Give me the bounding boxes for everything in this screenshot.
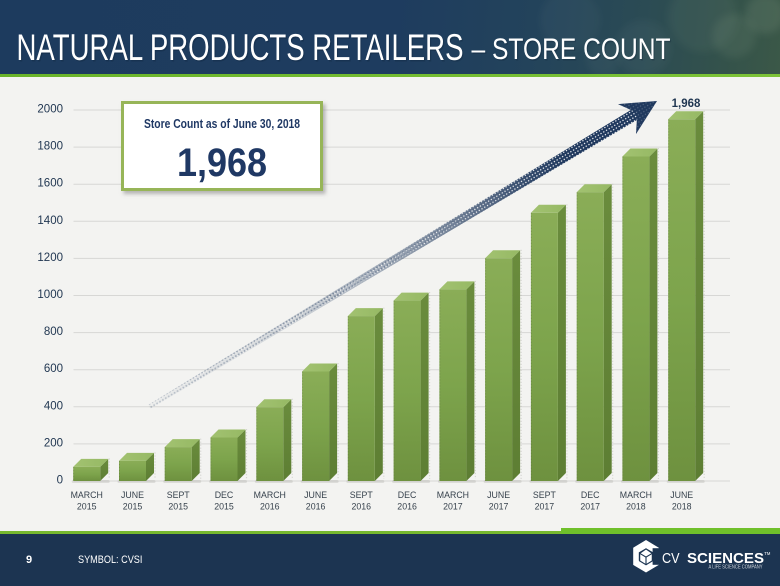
svg-text:2018: 2018 [626,502,646,512]
svg-text:2018: 2018 [672,502,692,512]
svg-text:MARCH: MARCH [437,490,469,500]
svg-text:2016: 2016 [352,502,372,512]
svg-text:MARCH: MARCH [620,490,652,500]
svg-text:2000: 2000 [37,104,63,116]
svg-text:TM: TM [764,551,771,556]
svg-text:2016: 2016 [260,502,280,512]
svg-text:800: 800 [44,326,63,338]
svg-text:200: 200 [44,437,63,449]
svg-text:600: 600 [44,363,63,375]
svg-text:MARCH: MARCH [254,490,286,500]
svg-text:2015: 2015 [123,502,143,512]
svg-text:A LIFE SCIENCE COMPANY: A LIFE SCIENCE COMPANY [709,565,763,571]
svg-text:1600: 1600 [37,178,63,190]
svg-text:1400: 1400 [37,215,63,227]
svg-text:DEC: DEC [215,490,234,500]
svg-text:DEC: DEC [581,490,600,500]
svg-text:JUNE: JUNE [121,490,144,500]
svg-text:2016: 2016 [397,502,417,512]
svg-text:SEPT: SEPT [533,490,557,500]
svg-text:1800: 1800 [37,141,63,153]
svg-text:2015: 2015 [168,502,188,512]
svg-text:– STORE COUNT: – STORE COUNT [473,35,672,68]
svg-text:400: 400 [44,400,63,412]
svg-text:SCIENCES: SCIENCES [687,550,764,567]
svg-text:1000: 1000 [37,289,63,301]
svg-text:JUNE: JUNE [487,490,510,500]
svg-text:CV: CV [662,550,680,567]
svg-text:JUNE: JUNE [304,490,327,500]
svg-text:NATURAL PRODUCTS RETAILERS: NATURAL PRODUCTS RETAILERS [17,27,464,68]
svg-text:2017: 2017 [489,502,509,512]
svg-text:2017: 2017 [535,502,555,512]
svg-text:MARCH: MARCH [71,490,103,500]
svg-text:SEPT: SEPT [350,490,374,500]
svg-text:0: 0 [57,475,63,487]
svg-text:DEC: DEC [398,490,417,500]
svg-text:2016: 2016 [306,502,326,512]
svg-text:2015: 2015 [77,502,97,512]
svg-text:2017: 2017 [580,502,600,512]
svg-text:SEPT: SEPT [167,490,191,500]
svg-text:1200: 1200 [37,252,63,264]
svg-text:2015: 2015 [214,502,234,512]
svg-text:2017: 2017 [443,502,463,512]
svg-text:JUNE: JUNE [670,490,693,500]
svg-text:– STORE COUNT: – STORE COUNT [472,33,671,66]
svg-text:NATURAL PRODUCTS RETAILERS: NATURAL PRODUCTS RETAILERS [18,29,465,70]
